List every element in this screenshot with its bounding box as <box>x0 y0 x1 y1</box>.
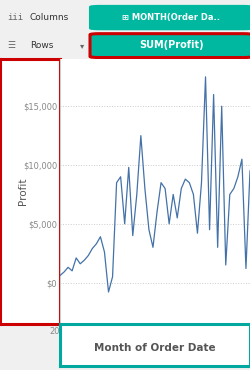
Text: SUM(Profit): SUM(Profit) <box>139 40 203 50</box>
Text: Columns: Columns <box>30 13 69 22</box>
Text: Profit: Profit <box>18 178 28 205</box>
Text: Month of Order Date: Month of Order Date <box>94 343 216 353</box>
FancyBboxPatch shape <box>90 34 250 57</box>
Text: ⊞ MONTH(Order Da..: ⊞ MONTH(Order Da.. <box>122 13 220 21</box>
Text: ☰: ☰ <box>8 41 16 50</box>
Text: Rows: Rows <box>30 41 54 50</box>
FancyBboxPatch shape <box>90 6 250 29</box>
Text: iii: iii <box>8 13 24 22</box>
Text: ▾: ▾ <box>80 41 84 50</box>
